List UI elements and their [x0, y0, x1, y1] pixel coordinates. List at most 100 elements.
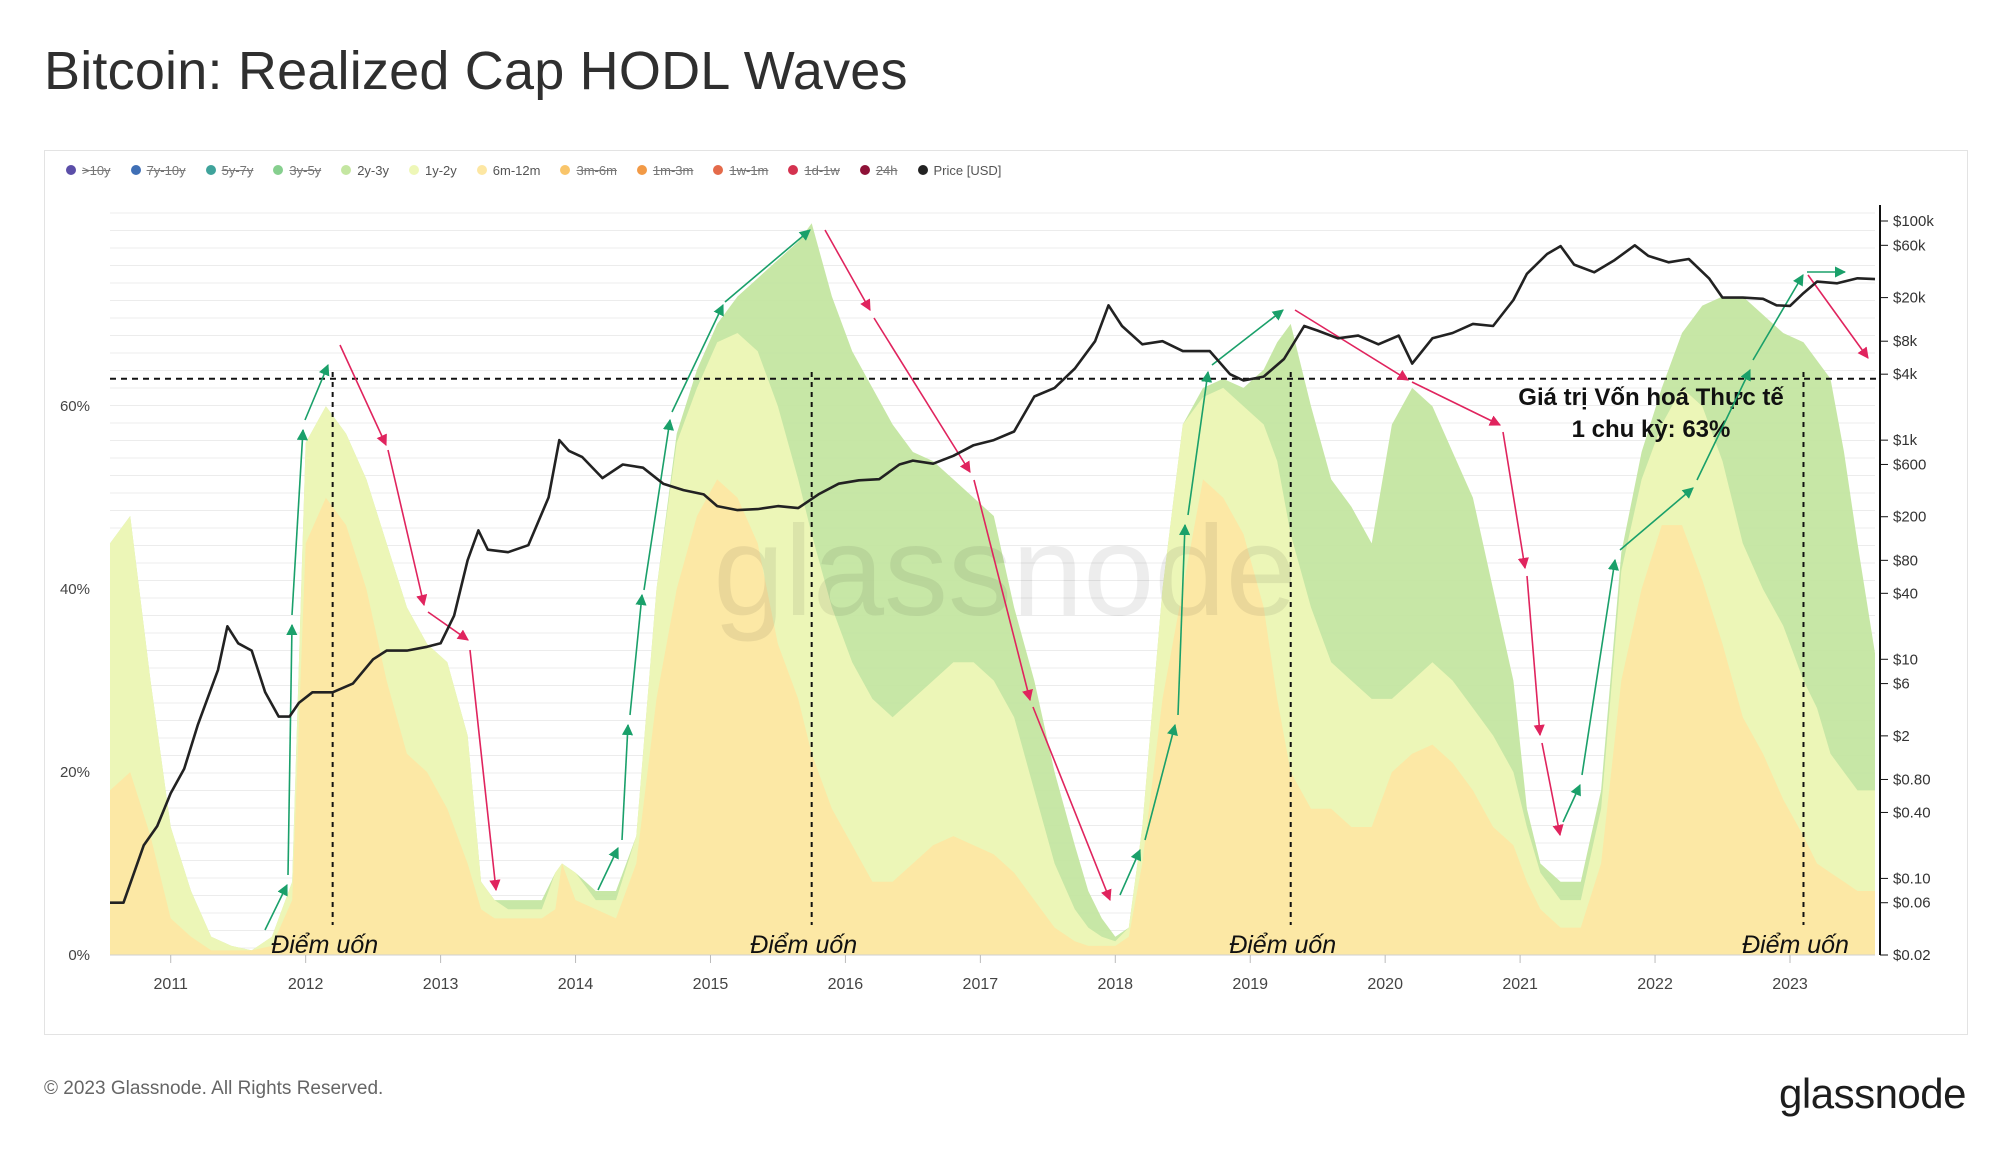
x-tick-label: 2022: [1637, 976, 1673, 993]
right-tick-label: $2: [1893, 728, 1910, 745]
legend-dot-icon: [66, 165, 76, 175]
legend-item[interactable]: 3m-6m: [560, 163, 617, 178]
trend-arrow-up: [1696, 368, 1751, 481]
y-tick-label: 0%: [68, 947, 90, 964]
right-tick-label: $0.10: [1893, 870, 1931, 887]
trend-arrow-down: [1032, 706, 1112, 902]
x-tick-label: 2020: [1367, 976, 1403, 993]
trend-arrow-up: [629, 593, 647, 716]
chart-legend: >10y 7y-10y 5y-7y 3y-5y 2y-3y 1y-2y 6m-12m 3m-6…: [66, 158, 1021, 182]
trend-arrow-up: [1581, 558, 1620, 776]
legend-item[interactable]: 6m-12m: [476, 162, 541, 178]
right-tick-label: $8k: [1893, 333, 1918, 350]
y-tick-label: 20%: [60, 764, 90, 781]
trend-arrow-down: [824, 229, 871, 311]
trend-arrow-down: [973, 479, 1033, 702]
trend-arrow-up: [286, 623, 298, 876]
wave-areas: [110, 223, 1875, 956]
legend-item[interactable]: Price [USD]: [917, 162, 1002, 178]
legend-dot-icon: [476, 165, 487, 175]
price-series: [110, 244, 1876, 904]
threshold-label: 1 chu kỳ: 63%: [1572, 416, 1731, 443]
area-6m-12m: [110, 479, 1875, 955]
legend-dot-icon: [273, 165, 284, 175]
right-tick-label: $0.40: [1893, 804, 1931, 821]
threshold-label: Giá trị Vốn hoá Thực tế: [1518, 384, 1784, 411]
trend-arrow-up: [1752, 274, 1804, 361]
x-tick-label: 2023: [1772, 976, 1808, 993]
x-tick-label: 2013: [423, 976, 459, 993]
trend-arrow-down: [873, 317, 971, 473]
legend-item[interactable]: >10y: [66, 163, 111, 178]
legend-label: >10y: [82, 162, 111, 178]
legend-label: 1y-2y: [424, 162, 457, 178]
trend-arrow-down: [1502, 431, 1529, 570]
trend-arrow-up: [1144, 723, 1178, 841]
trend-arrow-down: [339, 344, 387, 447]
legend-item[interactable]: 3y-5y: [273, 163, 321, 178]
legend-dot-icon: [130, 165, 141, 175]
inflection-label: Điểm uốn: [750, 931, 857, 959]
right-tick-label: $60k: [1893, 237, 1926, 254]
legend-label: 1w-1m: [729, 162, 769, 178]
right-tick-label: $10: [1893, 651, 1918, 668]
y-tick-label: 60%: [60, 398, 90, 415]
right-tick-label: $80: [1893, 552, 1918, 569]
legend-label: 3y-5y: [289, 162, 322, 178]
legend-item[interactable]: 24h: [859, 162, 898, 178]
trend-arrow-down: [1526, 575, 1545, 737]
legend-dot-icon: [408, 165, 419, 175]
trend-arrow-up: [1187, 370, 1213, 516]
x-tick-label: 2021: [1502, 976, 1538, 993]
legend-label: 24h: [875, 162, 898, 178]
legend-dot-icon: [917, 165, 928, 175]
trend-arrow-up: [304, 363, 330, 421]
x-tick-label: 2012: [288, 976, 324, 993]
trend-arrow-down: [1541, 742, 1564, 837]
right-tick-label: $0.02: [1893, 947, 1931, 964]
right-tick-label: $4k: [1893, 366, 1918, 383]
threshold-group: Giá trị Vốn hoá Thực tế 1 chu kỳ: 63%: [110, 377, 1880, 443]
legend-label: 6m-12m: [492, 162, 541, 178]
trend-arrow-up: [291, 428, 308, 616]
x-tick-label: 2015: [693, 976, 729, 993]
legend-item[interactable]: 1w-1m: [713, 163, 768, 178]
trend-arrow-up: [597, 846, 619, 891]
trend-arrow-up: [1119, 848, 1142, 896]
legend-item[interactable]: 7y-10y: [130, 163, 186, 178]
legend-item[interactable]: 1m-3m: [636, 163, 693, 178]
trend-arrow-down: [387, 449, 428, 607]
inflection-label: Điểm uốn: [271, 931, 378, 959]
trend-arrows: [264, 229, 1869, 931]
trend-arrow-down: [469, 649, 501, 892]
x-tick-label: 2017: [963, 976, 999, 993]
copyright-text: © 2023 Glassnode. All Rights Reserved.: [44, 1078, 384, 1099]
right-tick-label: $20k: [1893, 290, 1926, 307]
legend-item[interactable]: 5y-7y: [205, 162, 254, 178]
trend-arrow-up: [1562, 783, 1581, 823]
legend-label: 2y-3y: [357, 162, 389, 178]
inflection-label: Điểm uốn: [1229, 931, 1336, 959]
right-tick-label: $600: [1893, 456, 1926, 473]
legend-item[interactable]: 1d-1w: [788, 163, 840, 178]
legend-item[interactable]: 2y-3y: [341, 163, 389, 178]
trend-arrow-down: [1411, 381, 1502, 426]
x-tick-label: 2011: [154, 976, 189, 993]
x-tick-label: 2018: [1097, 976, 1133, 993]
legend-dot-icon: [788, 165, 799, 175]
trend-arrow-up: [621, 723, 634, 841]
watermark: glassnode: [713, 500, 1297, 643]
page-title: Bitcoin: Realized Cap HODL Waves: [44, 41, 908, 101]
trend-arrow-down: [1294, 309, 1409, 381]
legend-label: 5y-7y: [221, 162, 254, 178]
legend-dot-icon: [560, 165, 571, 175]
brand-logo: glassnode: [1779, 1070, 1966, 1117]
legend-dot-icon: [636, 165, 647, 175]
legend-dot-icon: [341, 165, 352, 175]
legend-label: Price [USD]: [933, 162, 1002, 178]
legend-item[interactable]: 1y-2y: [408, 162, 457, 178]
x-tick-label: 2019: [1232, 976, 1268, 993]
trend-arrow-up: [1619, 487, 1694, 551]
price-line: [110, 244, 1876, 904]
